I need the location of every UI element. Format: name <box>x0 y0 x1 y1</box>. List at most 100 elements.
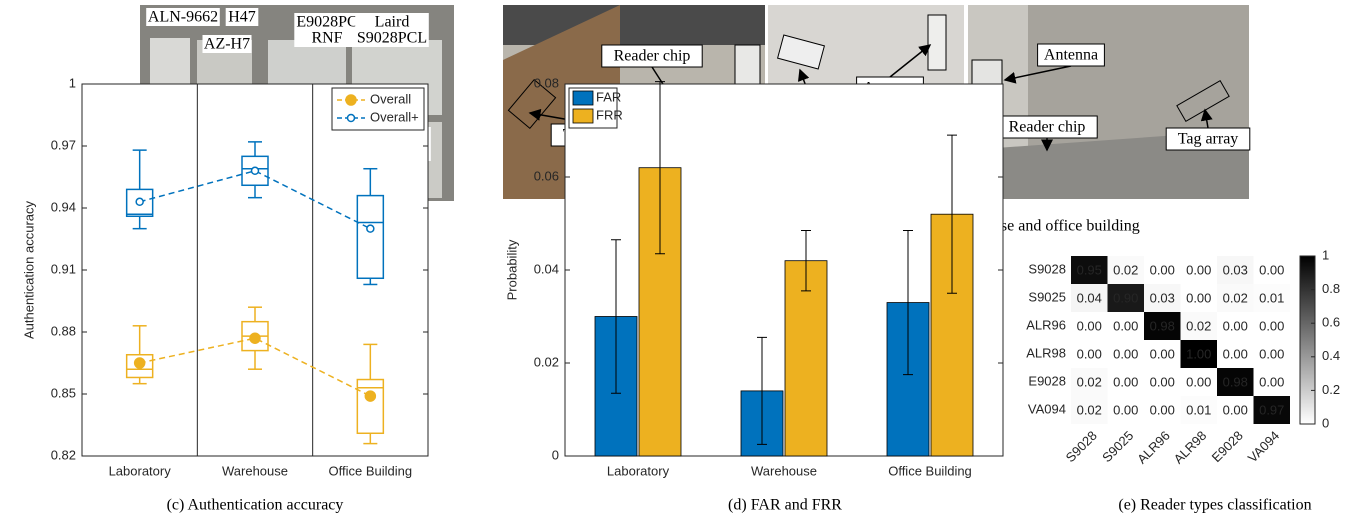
cell-label: 0.00 <box>1223 402 1248 417</box>
y-tick-label: S9028 <box>1028 261 1066 276</box>
cell-label: 1.00 <box>1186 346 1211 361</box>
x-tick-label: S9025 <box>1099 428 1136 465</box>
figure: ALN-9662H47AZ-H7E9028PCRNFLairdS9028PCLI… <box>0 0 1359 518</box>
x-tick-label: Warehouse <box>222 463 288 478</box>
device-label: AZ-H7 <box>204 36 250 53</box>
cell-label: 0.03 <box>1223 262 1248 277</box>
mean-marker <box>252 167 259 174</box>
cell-label: 0.95 <box>1077 262 1102 277</box>
cell-label: 0.00 <box>1223 318 1248 333</box>
y-tick-label: 0.91 <box>51 261 76 276</box>
cell-label: 0.00 <box>1186 374 1211 389</box>
device-label: RNF <box>311 30 342 47</box>
caption: (c) Authentication accuracy <box>167 497 344 514</box>
legend-label: Overall <box>370 91 411 106</box>
caption: (d) FAR and FRR <box>728 497 842 514</box>
cell-label: 0.00 <box>1150 262 1175 277</box>
x-tick-label: Laboratory <box>109 463 172 478</box>
y-tick-label: 0.04 <box>534 261 559 276</box>
y-tick-label: 0 <box>552 447 559 462</box>
cell-label: 0.04 <box>1077 290 1102 305</box>
x-tick-label: S9028 <box>1063 428 1100 465</box>
x-tick-label: VA094 <box>1245 428 1283 466</box>
y-tick-label: 0.08 <box>534 75 559 90</box>
scene-label: Antenna <box>1044 47 1098 64</box>
scene-label: Reader chip <box>1009 119 1086 136</box>
cell-label: 0.02 <box>1077 402 1102 417</box>
y-tick-label: 0.97 <box>51 137 76 152</box>
x-tick-label: Warehouse <box>751 463 817 478</box>
mean-marker <box>365 391 375 401</box>
colorbar <box>1300 256 1315 424</box>
colorbar-tick-label: 0.6 <box>1322 315 1340 330</box>
cell-label: 0.02 <box>1077 374 1102 389</box>
y-tick-label: ALR98 <box>1026 345 1066 360</box>
scene-label: Tag array <box>1178 131 1239 148</box>
y-tick-label: 0.85 <box>51 385 76 400</box>
legend-marker <box>348 115 355 122</box>
x-tick-label: Office Building <box>329 463 413 478</box>
colorbar-tick-label: 0.8 <box>1322 281 1340 296</box>
colorbar-tick-label: 0 <box>1322 415 1329 430</box>
cell-label: 0.01 <box>1259 290 1284 305</box>
y-tick-label: VA094 <box>1028 401 1066 416</box>
cell-label: 0.98 <box>1223 374 1248 389</box>
legend-label: FRR <box>596 107 623 122</box>
x-tick-label: Office Building <box>888 463 972 478</box>
cell-label: 0.00 <box>1186 290 1211 305</box>
scene-label: Reader chip <box>614 48 691 65</box>
cell-label: 0.00 <box>1113 318 1138 333</box>
cell-label: 0.00 <box>1150 346 1175 361</box>
plot-area <box>82 84 428 456</box>
cell-label: 0.02 <box>1223 290 1248 305</box>
device-label: ALN-9662 <box>148 9 218 26</box>
y-tick-label: 0.88 <box>51 323 76 338</box>
device-label: Laird <box>375 14 410 31</box>
y-tick-label: S9025 <box>1028 289 1066 304</box>
x-tick-label: ALR98 <box>1171 428 1210 467</box>
cell-label: 0.00 <box>1150 374 1175 389</box>
y-tick-label: E9028 <box>1028 373 1066 388</box>
y-axis-label: Probability <box>504 239 519 300</box>
cell-label: 0.02 <box>1186 318 1211 333</box>
cell-label: 0.01 <box>1186 402 1211 417</box>
mean-marker <box>250 333 260 343</box>
cell-label: 0.00 <box>1259 262 1284 277</box>
y-axis-label: Authentication accuracy <box>21 200 36 339</box>
y-tick-label: 0.94 <box>51 199 76 214</box>
mean-marker <box>367 225 374 232</box>
colorbar-tick-label: 0.2 <box>1322 382 1340 397</box>
x-tick-label: Laboratory <box>607 463 670 478</box>
legend-marker <box>346 95 356 105</box>
colorbar-tick-label: 1 <box>1322 247 1329 262</box>
cell-label: 0.00 <box>1259 346 1284 361</box>
x-tick-label: ALR96 <box>1134 428 1173 467</box>
legend-swatch <box>573 109 593 123</box>
mean-marker <box>136 198 143 205</box>
y-tick-label: 1 <box>69 75 76 90</box>
device-label: E9028PC <box>296 14 357 31</box>
legend-label: FAR <box>596 89 621 104</box>
y-tick-label: 0.82 <box>51 447 76 462</box>
cell-label: 0.00 <box>1113 402 1138 417</box>
cell-label: 0.03 <box>1150 290 1175 305</box>
legend-label: Overall+ <box>370 109 419 124</box>
x-tick-label: E9028 <box>1209 428 1246 465</box>
cell-label: 0.00 <box>1113 374 1138 389</box>
cell-label: 0.02 <box>1113 262 1138 277</box>
cell-label: 0.00 <box>1259 318 1284 333</box>
cell-label: 0.00 <box>1113 346 1138 361</box>
device-label: H47 <box>228 9 256 26</box>
cell-label: 0.00 <box>1077 318 1102 333</box>
cell-label: 0.00 <box>1223 346 1248 361</box>
cell-label: 0.90 <box>1113 290 1138 305</box>
colorbar-tick-label: 0.4 <box>1322 348 1340 363</box>
y-tick-label: 0.02 <box>534 354 559 369</box>
cell-label: 0.98 <box>1150 318 1175 333</box>
device-label: S9028PCL <box>357 30 427 47</box>
cell-label: 0.00 <box>1150 402 1175 417</box>
y-tick-label: ALR96 <box>1026 317 1066 332</box>
legend-swatch <box>573 91 593 105</box>
cell-label: 0.97 <box>1259 402 1284 417</box>
cell-label: 0.00 <box>1077 346 1102 361</box>
